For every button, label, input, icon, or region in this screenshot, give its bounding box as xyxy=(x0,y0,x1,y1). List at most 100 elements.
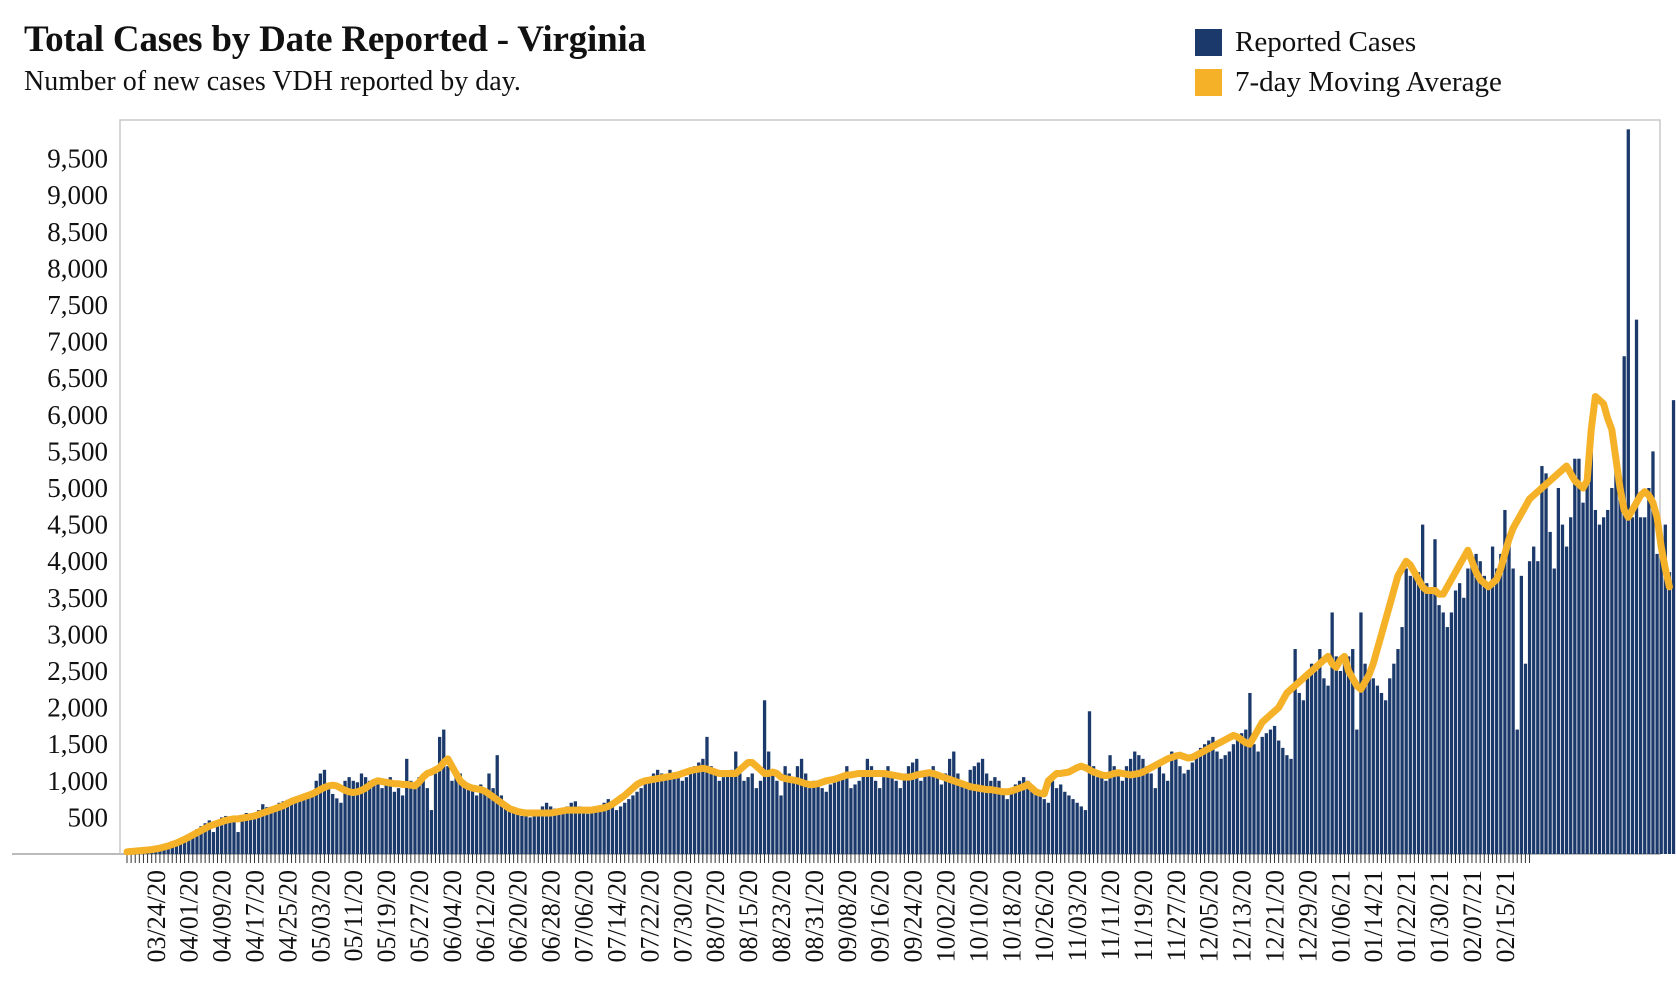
bar xyxy=(1153,788,1157,854)
bar xyxy=(1207,740,1211,854)
x-axis-labels: 03/24/20 04/01/20 04/09/20 04/17/20 04/25/20… xyxy=(142,870,1520,962)
bar xyxy=(1104,780,1108,854)
bar xyxy=(873,780,878,854)
bar xyxy=(1425,583,1429,854)
bar xyxy=(1597,524,1602,854)
bar xyxy=(277,802,281,854)
bar xyxy=(771,773,775,854)
bar xyxy=(812,780,816,854)
bar xyxy=(1211,736,1215,854)
bar xyxy=(976,762,981,854)
x-tick-label: 03/24/20 xyxy=(142,870,171,962)
bar xyxy=(890,773,894,854)
bar xyxy=(948,758,952,854)
bar xyxy=(199,826,203,854)
x-tick-label: 01/06/21 xyxy=(1326,870,1355,962)
bar xyxy=(688,773,693,854)
bar xyxy=(458,773,462,854)
bar xyxy=(1079,806,1083,854)
x-tick-label: 09/24/20 xyxy=(899,870,928,962)
bar xyxy=(1614,466,1618,854)
bar xyxy=(285,799,290,854)
bar xyxy=(614,810,619,854)
bar xyxy=(1050,780,1055,854)
y-tick-label: 7,500 xyxy=(47,290,108,320)
bar xyxy=(1165,780,1170,854)
bar xyxy=(1388,678,1392,854)
bar xyxy=(1256,751,1260,854)
y-tick-label: 9,500 xyxy=(47,144,108,174)
bar xyxy=(709,766,713,854)
bar xyxy=(409,780,413,854)
bar xyxy=(433,773,438,854)
x-tick-label: 08/15/20 xyxy=(734,870,763,962)
y-axis-labels: 500 1,000 1,500 2,000 2,500 3,000 3,500 4,000 4,… xyxy=(47,144,108,833)
bar xyxy=(869,766,874,854)
bar xyxy=(569,802,573,854)
bar xyxy=(1293,649,1297,854)
x-tick-label: 08/23/20 xyxy=(767,870,796,962)
x-tick-label: 06/28/20 xyxy=(537,870,566,962)
y-tick-label: 7,000 xyxy=(47,327,108,357)
moving-average-line xyxy=(123,393,1673,856)
bar xyxy=(413,784,417,854)
bar xyxy=(359,773,364,854)
bar xyxy=(1429,590,1433,854)
bar xyxy=(1400,627,1404,854)
bar xyxy=(425,788,429,854)
x-tick-label: 05/03/20 xyxy=(306,870,335,962)
legend: Reported Cases 7-day Moving Average xyxy=(1195,22,1502,102)
x-tick-label: 06/12/20 xyxy=(471,870,500,962)
bar xyxy=(470,788,475,854)
bar xyxy=(1482,575,1486,854)
chart-title: Total Cases by Date Reported - Virginia xyxy=(24,19,646,60)
y-tick-label: 8,500 xyxy=(47,217,108,247)
bar xyxy=(1634,319,1639,854)
bar xyxy=(1507,539,1511,854)
bar xyxy=(1338,671,1343,854)
bar xyxy=(787,773,791,854)
bar xyxy=(1314,671,1318,854)
bar xyxy=(1351,649,1355,854)
bar xyxy=(730,769,734,854)
bar xyxy=(1375,685,1380,854)
bar xyxy=(1149,773,1153,854)
bar xyxy=(1421,524,1425,854)
bar xyxy=(1116,773,1120,854)
bar xyxy=(832,780,837,854)
bar xyxy=(1445,627,1449,854)
bar xyxy=(1355,729,1359,854)
bar xyxy=(968,769,972,854)
bar xyxy=(553,808,557,854)
bar xyxy=(1281,747,1285,854)
bar xyxy=(1523,663,1528,854)
bar xyxy=(1458,583,1462,854)
legend-label-average: 7-day Moving Average xyxy=(1235,65,1502,98)
bar xyxy=(1606,509,1610,854)
bar xyxy=(1449,612,1454,854)
bar xyxy=(1128,758,1133,854)
bar xyxy=(627,799,631,854)
x-tick-label: 11/19/20 xyxy=(1129,870,1158,961)
bar xyxy=(721,777,726,854)
x-tick-label: 09/16/20 xyxy=(866,870,895,962)
bar xyxy=(841,773,845,854)
bar xyxy=(1260,736,1264,854)
bar xyxy=(1322,678,1326,854)
bar xyxy=(754,788,758,854)
bar xyxy=(1342,663,1347,854)
bar xyxy=(1466,568,1470,854)
bar xyxy=(326,788,331,854)
bar xyxy=(1503,509,1507,854)
bar xyxy=(816,784,820,854)
x-tick-label: 05/27/20 xyxy=(405,870,434,962)
plot-frame xyxy=(119,119,1661,855)
bar xyxy=(437,736,442,854)
bar xyxy=(824,791,828,854)
x-tick-label: 07/14/20 xyxy=(602,870,631,962)
bar xyxy=(1248,692,1252,854)
x-tick-label: 10/10/20 xyxy=(964,870,993,962)
bar xyxy=(836,780,841,854)
bar xyxy=(220,817,224,854)
bar xyxy=(314,780,318,854)
